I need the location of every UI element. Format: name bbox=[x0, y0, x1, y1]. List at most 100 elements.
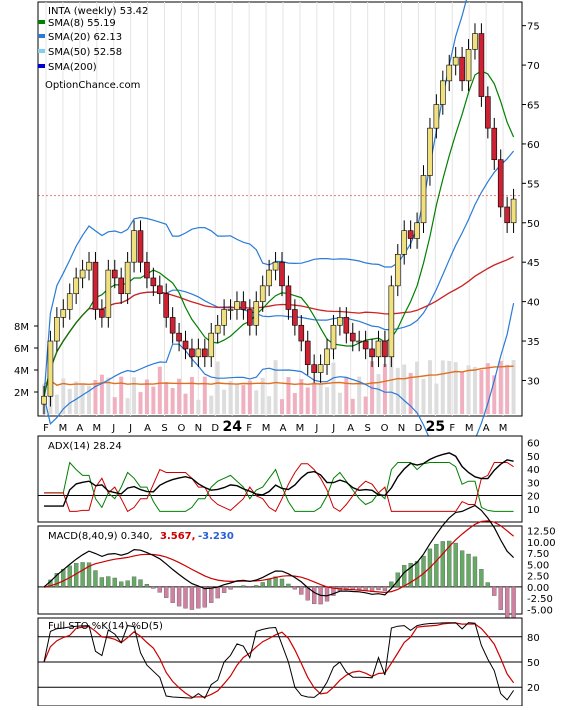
macd-histogram-bar bbox=[61, 568, 66, 588]
volume-bar bbox=[234, 384, 239, 414]
macd-tick-label: 12.50 bbox=[527, 527, 556, 538]
macd-histogram-bar bbox=[138, 579, 143, 588]
price-candle bbox=[440, 80, 446, 105]
macd-histogram-bar bbox=[241, 585, 246, 588]
macd-histogram-bar bbox=[80, 562, 85, 588]
y-tick-label: 30 bbox=[527, 376, 540, 387]
volume-bar bbox=[189, 376, 194, 414]
adx-tick-label: 30 bbox=[527, 478, 540, 489]
macd-histogram-bar bbox=[131, 576, 137, 588]
volume-bar bbox=[99, 374, 104, 414]
di-plus-line bbox=[44, 461, 514, 512]
price-candle bbox=[144, 261, 150, 279]
volume-bar bbox=[222, 389, 227, 414]
volume-bar bbox=[80, 383, 85, 414]
macd-histogram-bar bbox=[447, 540, 452, 588]
x-tick-label: N bbox=[195, 423, 202, 434]
volume-bar bbox=[170, 387, 175, 414]
x-tick-label: J bbox=[331, 423, 335, 434]
volume-bar bbox=[93, 380, 98, 414]
volume-bar bbox=[125, 398, 130, 414]
volume-bar bbox=[132, 377, 137, 414]
macd-histogram-bar bbox=[157, 586, 162, 593]
macd-histogram-bar bbox=[402, 565, 407, 588]
volume-bar bbox=[112, 397, 117, 414]
legend-swatch-sma8 bbox=[38, 20, 45, 24]
x-tick-label: N bbox=[398, 423, 405, 434]
volume-bar bbox=[408, 372, 413, 414]
x-tick-label: M bbox=[92, 423, 101, 434]
macd-histogram-bar bbox=[472, 556, 478, 588]
macd-histogram-bar bbox=[479, 569, 484, 588]
legend-sma20: SMA(20) 62.13 bbox=[48, 32, 122, 43]
y-tick-label: 55 bbox=[527, 179, 540, 190]
x-tick-label: M bbox=[59, 423, 68, 434]
volume-bar bbox=[209, 395, 214, 414]
price-candle bbox=[304, 340, 311, 365]
y-tick-label: 60 bbox=[527, 140, 540, 151]
volume-bar bbox=[447, 360, 452, 414]
volume-bar bbox=[402, 364, 407, 414]
macd-signal-line bbox=[43, 520, 514, 594]
macd-histogram-bar bbox=[99, 577, 105, 588]
price-candle bbox=[131, 230, 137, 263]
macd-histogram-bar bbox=[41, 586, 47, 588]
macd-histogram-bar bbox=[286, 583, 291, 588]
macd-histogram-bar bbox=[151, 586, 156, 589]
macd-tick-label: -5.00 bbox=[527, 605, 553, 616]
price-candle bbox=[311, 364, 317, 373]
price-candle bbox=[292, 309, 298, 326]
volume-bar bbox=[453, 362, 458, 414]
volume-bar bbox=[247, 380, 252, 414]
adx-tick-label: 60 bbox=[527, 439, 540, 450]
volume-bar bbox=[74, 381, 79, 414]
macd-tick-label: 0.00 bbox=[527, 583, 549, 594]
volume-bar bbox=[215, 361, 220, 414]
macd-histogram-bar bbox=[273, 576, 278, 588]
volume-bar bbox=[151, 386, 156, 414]
volume-bar bbox=[492, 375, 497, 414]
price-candle bbox=[99, 309, 105, 318]
x-tick-label: F bbox=[449, 423, 455, 434]
x-tick-label: O bbox=[177, 423, 185, 434]
volume-bar bbox=[498, 360, 503, 414]
price-candle bbox=[234, 301, 240, 310]
macd-histogram-bar bbox=[414, 561, 420, 588]
x-tick-label: O bbox=[381, 423, 389, 434]
macd-line bbox=[43, 504, 515, 597]
adx-tick-label: 50 bbox=[527, 452, 540, 463]
price-candle bbox=[221, 309, 227, 326]
macd-histogram-bar bbox=[170, 586, 175, 603]
macd-histogram-bar bbox=[247, 586, 252, 588]
price-candle bbox=[124, 261, 131, 295]
price-candle bbox=[433, 104, 440, 129]
x-tick-label: M bbox=[465, 423, 474, 434]
x-tick-label: M bbox=[499, 423, 508, 434]
legend: INTA (weekly) 53.42 SMA(8) 55.19 SMA(20)… bbox=[38, 6, 234, 632]
y-tick-label: 45 bbox=[527, 258, 540, 269]
macd-title: MACD(8,40,9) 0.340, bbox=[48, 531, 153, 542]
volume-bar bbox=[472, 366, 477, 414]
price-candle bbox=[105, 269, 112, 318]
price-candle bbox=[485, 96, 491, 129]
price-candle bbox=[41, 395, 47, 405]
macd-histogram-bar bbox=[260, 582, 265, 588]
sto-title: Full STO %K(14) %D(5) bbox=[48, 621, 163, 632]
volume-bar bbox=[138, 392, 143, 414]
volume-bar bbox=[119, 376, 124, 414]
macd-histogram-bar bbox=[312, 586, 317, 605]
sma50-line bbox=[43, 256, 514, 397]
x-tick-label: S bbox=[161, 423, 167, 434]
price-candle bbox=[298, 324, 305, 342]
volume-tick-label: 6M bbox=[14, 344, 29, 355]
y-tick-label: 35 bbox=[527, 337, 540, 348]
price-candle bbox=[182, 340, 189, 350]
price-candle bbox=[259, 285, 266, 302]
macd-histogram-bar bbox=[234, 586, 240, 588]
macd-histogram-bar bbox=[112, 577, 117, 588]
price-candle bbox=[324, 348, 330, 365]
volume-bar bbox=[325, 387, 330, 414]
macd-histogram-bar bbox=[221, 586, 227, 593]
macd-tick-label: 2.50 bbox=[527, 572, 549, 583]
legend-sma8: SMA(8) 55.19 bbox=[48, 18, 116, 29]
